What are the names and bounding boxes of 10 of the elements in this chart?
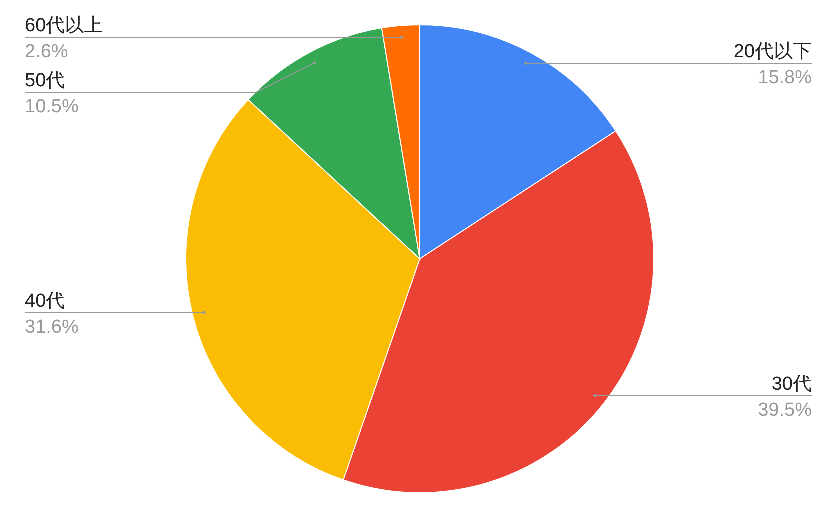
- data-label: 2.6%: [25, 41, 68, 62]
- slice-label: 50代: [25, 70, 66, 92]
- data-label: 10.5%: [25, 96, 79, 118]
- data-label: 15.8%: [758, 68, 812, 89]
- slice-label: 30代: [772, 374, 812, 395]
- slice-label: 60代以上: [25, 15, 104, 36]
- slice-label: 40代: [25, 290, 66, 312]
- slice-label: 20代以下: [734, 42, 812, 63]
- data-label: 31.6%: [25, 316, 79, 338]
- data-label: 39.5%: [758, 400, 812, 421]
